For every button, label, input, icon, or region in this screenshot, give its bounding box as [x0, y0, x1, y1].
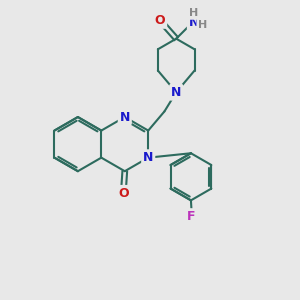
Text: F: F [187, 210, 196, 223]
Text: N: N [189, 16, 199, 29]
Text: N: N [143, 151, 153, 164]
Text: H: H [198, 20, 207, 30]
Text: N: N [171, 86, 181, 99]
Text: O: O [118, 187, 129, 200]
Text: H: H [189, 8, 199, 18]
Text: O: O [155, 14, 165, 27]
Text: N: N [120, 110, 130, 124]
